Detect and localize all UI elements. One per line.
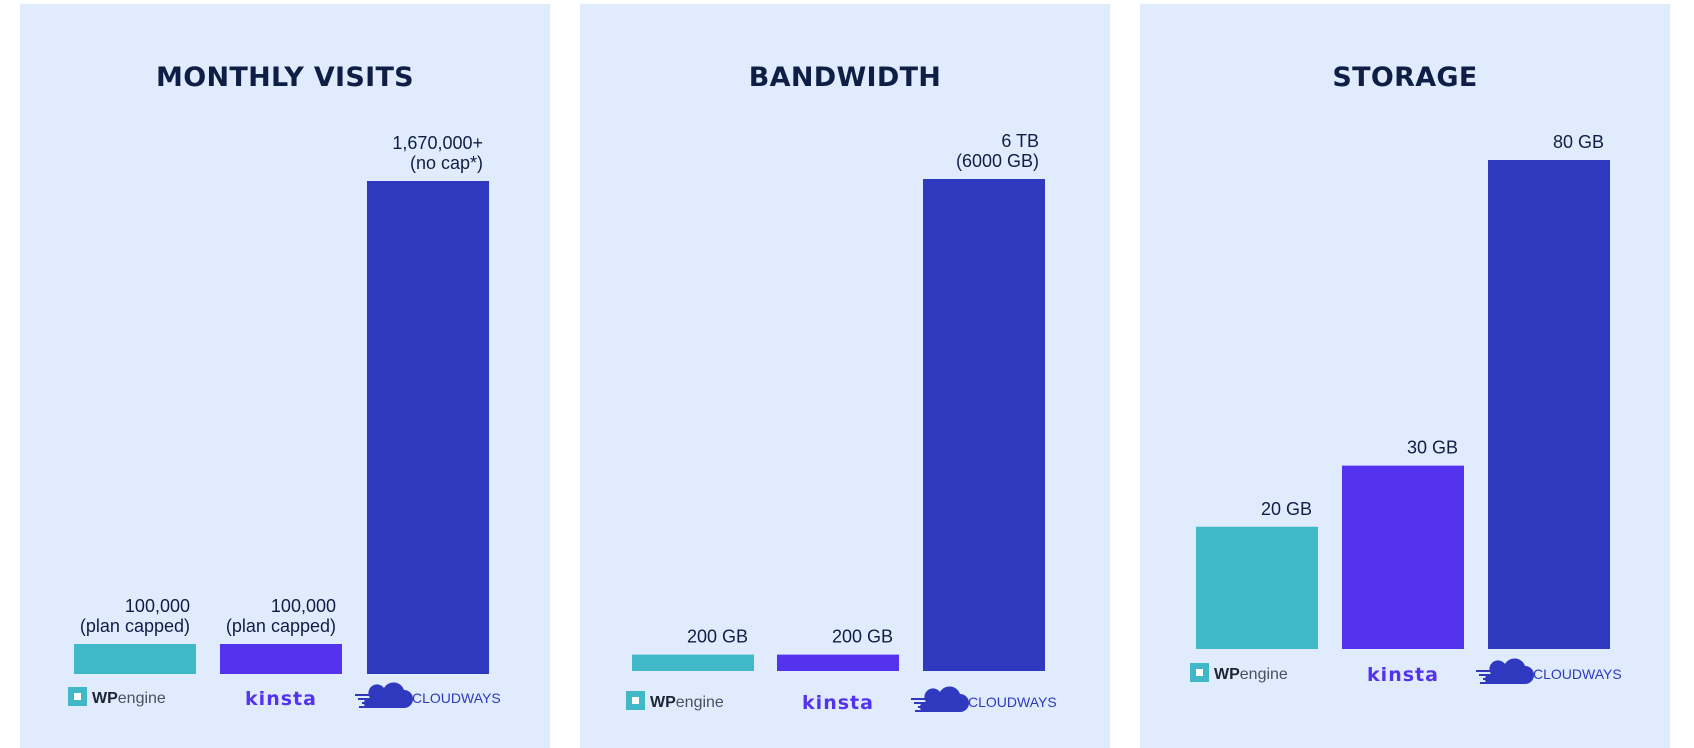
- kinsta-logo: kinsta: [1367, 664, 1439, 686]
- bar-kinsta: [1342, 465, 1464, 649]
- cloudways-logo: CLOUDWAYS: [355, 682, 501, 708]
- wpengine-logo: WPengine: [1190, 663, 1288, 683]
- chart-svg: 200 GB WPengine 200 GB kinsta 6 TB(6000 GB) C…: [626, 131, 1057, 714]
- cloud-icon: [911, 686, 969, 712]
- wpengine-logo-text: WPengine: [92, 690, 166, 707]
- wpengine-logo-bold: WP: [1214, 666, 1240, 683]
- bar-wpengine: [74, 644, 196, 674]
- kinsta-logo-text: kinsta: [245, 688, 317, 710]
- wpengine-mark-icon: [1190, 663, 1209, 682]
- value-label: 1,670,000+: [392, 133, 483, 153]
- value-label: 100,000: [271, 596, 336, 616]
- cloudways-logo: CLOUDWAYS: [911, 686, 1057, 712]
- wpengine-logo: WPengine: [68, 687, 166, 707]
- wpengine-logo: WPengine: [626, 691, 724, 711]
- wpengine-mark-icon: [626, 691, 645, 710]
- wpengine-logo-text: WPengine: [1214, 666, 1288, 683]
- bar-cloudways: [923, 179, 1045, 671]
- chart-title: BANDWIDTH: [748, 62, 942, 93]
- chart-panel-storage: STORAGE 20 GB WPengine 30 GB kinsta 80 GB CLO…: [1140, 4, 1670, 748]
- wpengine-logo-bold: WP: [650, 694, 676, 711]
- value-label: 80 GB: [1553, 132, 1604, 152]
- value-label: 100,000: [125, 596, 190, 616]
- kinsta-logo: kinsta: [245, 688, 317, 710]
- value-label: 30 GB: [1407, 438, 1458, 458]
- wpengine-mark-icon: [68, 687, 87, 706]
- value-label: (no cap*): [410, 153, 483, 173]
- cloudways-logo-text: CLOUDWAYS: [1533, 666, 1622, 682]
- bar-wpengine: [1196, 526, 1318, 649]
- wpengine-logo-text: WPengine: [650, 694, 724, 711]
- kinsta-logo-text: kinsta: [1367, 664, 1439, 686]
- value-label: 20 GB: [1261, 499, 1312, 519]
- wpengine-logo-light: engine: [118, 690, 166, 707]
- value-label: (plan capped): [80, 616, 190, 636]
- chart-svg: 20 GB WPengine 30 GB kinsta 80 GB CLOUDWAYS: [1190, 132, 1622, 686]
- chart-panel-monthly-visits: MONTHLY VISITS 100,000 (plan capped) WPeng…: [20, 4, 550, 748]
- bar-cloudways: [1488, 160, 1610, 649]
- value-label: 200 GB: [687, 627, 748, 647]
- wpengine-logo-light: engine: [1240, 666, 1288, 683]
- value-label: (plan capped): [226, 616, 336, 636]
- chart-title: MONTHLY VISITS: [156, 62, 414, 93]
- value-label: 6 TB: [1001, 131, 1039, 151]
- kinsta-logo: kinsta: [802, 692, 874, 714]
- cloudways-logo: CLOUDWAYS: [1476, 658, 1622, 684]
- chart-title: STORAGE: [1332, 62, 1478, 93]
- bar-wpengine: [632, 654, 754, 671]
- wpengine-logo-bold: WP: [92, 690, 118, 707]
- bar-kinsta: [220, 644, 342, 674]
- value-label: (6000 GB): [956, 151, 1039, 171]
- kinsta-logo-text: kinsta: [802, 692, 874, 714]
- bar-cloudways: [367, 181, 489, 674]
- cloudways-logo-text: CLOUDWAYS: [412, 690, 501, 706]
- cloud-icon: [1476, 658, 1534, 684]
- cloudways-logo-text: CLOUDWAYS: [968, 694, 1057, 710]
- value-label: 200 GB: [832, 627, 893, 647]
- chart-svg: 100,000(plan capped)WPengine100,000(plan…: [68, 133, 501, 710]
- wpengine-logo-light: engine: [676, 694, 724, 711]
- bar-kinsta: [777, 654, 899, 671]
- chart-panel-bandwidth: BANDWIDTH 200 GB WPengine 200 GB kinsta 6 TB…: [580, 4, 1110, 748]
- cloud-icon: [355, 682, 413, 708]
